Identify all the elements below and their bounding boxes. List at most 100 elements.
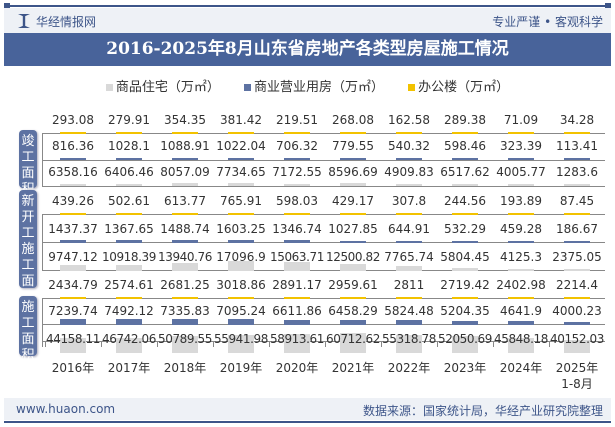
value-label: 279.91 [108, 113, 150, 127]
value-label: 15063.71 [269, 250, 325, 264]
table-cell: 186.67 [549, 219, 605, 245]
value-label: 706.32 [276, 139, 318, 153]
value-label: 1346.74 [272, 222, 322, 236]
table-cell: 6517.62 [437, 162, 493, 188]
table-cell: 644.91 [381, 219, 437, 245]
value-label: 44158.11 [45, 332, 101, 346]
value-label: 598.46 [444, 139, 486, 153]
legend-item-residential: 商品住宅（万㎡） [105, 80, 220, 95]
bar [452, 132, 478, 134]
value-label: 4641.9 [500, 304, 542, 318]
bar [340, 158, 366, 160]
grid-line [42, 242, 605, 243]
bar [340, 263, 366, 271]
value-label: 52050.69 [437, 332, 493, 346]
x-tick-label: 2018年 [163, 361, 207, 375]
value-label: 7172.55 [272, 165, 322, 179]
table-cell: 307.8 [381, 191, 437, 217]
panel-border [42, 133, 43, 186]
x-tick [381, 341, 382, 347]
value-label: 8596.69 [328, 165, 378, 179]
value-label: 87.45 [559, 194, 595, 208]
value-label: 6406.46 [104, 165, 154, 179]
bar [116, 337, 142, 353]
bar [228, 213, 254, 215]
value-label: 7765.74 [384, 250, 434, 264]
bar [564, 339, 590, 353]
legend-item-commercial: 商业营业用房（万㎡） [243, 80, 384, 95]
x-tick [325, 341, 326, 347]
value-label: 2959.61 [328, 278, 378, 292]
table-cell: 459.28 [493, 219, 549, 245]
bar [452, 267, 478, 271]
value-label: 4909.83 [384, 165, 434, 179]
bar [172, 240, 198, 243]
table-row: 9747.12 10918.39 13940.76 17096.9 15063.71 12… [45, 247, 605, 273]
value-label: 307.8 [391, 194, 427, 208]
bar [452, 320, 478, 325]
x-tick-label: 2017年 [107, 361, 151, 375]
value-label: 10918.39 [101, 250, 157, 264]
value-label: 439.26 [52, 194, 94, 208]
bar [116, 319, 142, 325]
table-cell: 2891.17 [269, 275, 325, 301]
table-row: 44158.11 46742.06 50789.55 55941.98 58913.61… [45, 329, 605, 355]
value-label: 9747.12 [48, 250, 98, 264]
panel-border [42, 298, 43, 347]
table-cell: 293.08 [45, 110, 101, 136]
top-rule [4, 3, 611, 9]
grid-line [42, 324, 605, 325]
footer-url[interactable]: www.huaon.com [16, 402, 116, 416]
table-cell: 1488.74 [157, 219, 213, 245]
footer: www.huaon.com 数据来源：国家统计局，华经产业研究院整理 [4, 398, 611, 420]
table-cell: 439.26 [45, 191, 101, 217]
legend-swatch [105, 84, 113, 91]
value-label: 354.35 [164, 113, 206, 127]
table-cell: 13940.76 [157, 247, 213, 273]
table-cell: 4641.9 [493, 301, 549, 327]
legend-swatch [408, 84, 416, 91]
table-cell: 7239.74 [45, 301, 101, 327]
value-label: 7492.12 [104, 304, 154, 318]
value-label: 1603.25 [216, 222, 266, 236]
bar [508, 321, 534, 325]
bar [452, 183, 478, 186]
x-tick [157, 341, 158, 347]
x-tick-label: 2025年 1-8月 [555, 361, 599, 391]
bar [116, 297, 142, 299]
legend-label: 商业营业用房（万㎡） [253, 80, 384, 95]
value-label: 381.42 [220, 113, 262, 127]
bar [564, 158, 590, 160]
bar [396, 297, 422, 299]
bar [452, 213, 478, 215]
table-cell: 6358.16 [45, 162, 101, 188]
table-cell: 289.38 [437, 110, 493, 136]
value-label: 186.67 [556, 222, 598, 236]
bar [228, 261, 254, 271]
value-label: 1022.04 [216, 139, 266, 153]
bar [172, 132, 198, 134]
bar [508, 132, 534, 134]
bar [340, 241, 366, 243]
x-tick [101, 341, 102, 347]
value-label: 816.36 [52, 139, 94, 153]
table-cell: 8057.09 [157, 162, 213, 188]
table-cell: 3018.86 [213, 275, 269, 301]
table-cell: 598.46 [437, 136, 493, 162]
bar [116, 183, 142, 186]
x-tick-label: 2024年 [499, 361, 543, 375]
value-label: 765.91 [220, 194, 262, 208]
table-cell: 2959.61 [325, 275, 381, 301]
bar [60, 240, 86, 243]
value-label: 540.32 [388, 139, 430, 153]
table-row: 1437.37 1367.65 1488.74 1603.25 1346.74 1027.… [45, 219, 605, 245]
bar [508, 213, 534, 215]
x-tick-label: 2023年 [443, 361, 487, 375]
value-label: 113.41 [556, 139, 598, 153]
bar [396, 184, 422, 186]
bar [396, 213, 422, 215]
bar [284, 158, 310, 160]
bar [564, 184, 590, 186]
legend: 商品住宅（万㎡） 商业营业用房（万㎡） 办公楼（万㎡） [0, 76, 615, 95]
bar [396, 266, 422, 271]
